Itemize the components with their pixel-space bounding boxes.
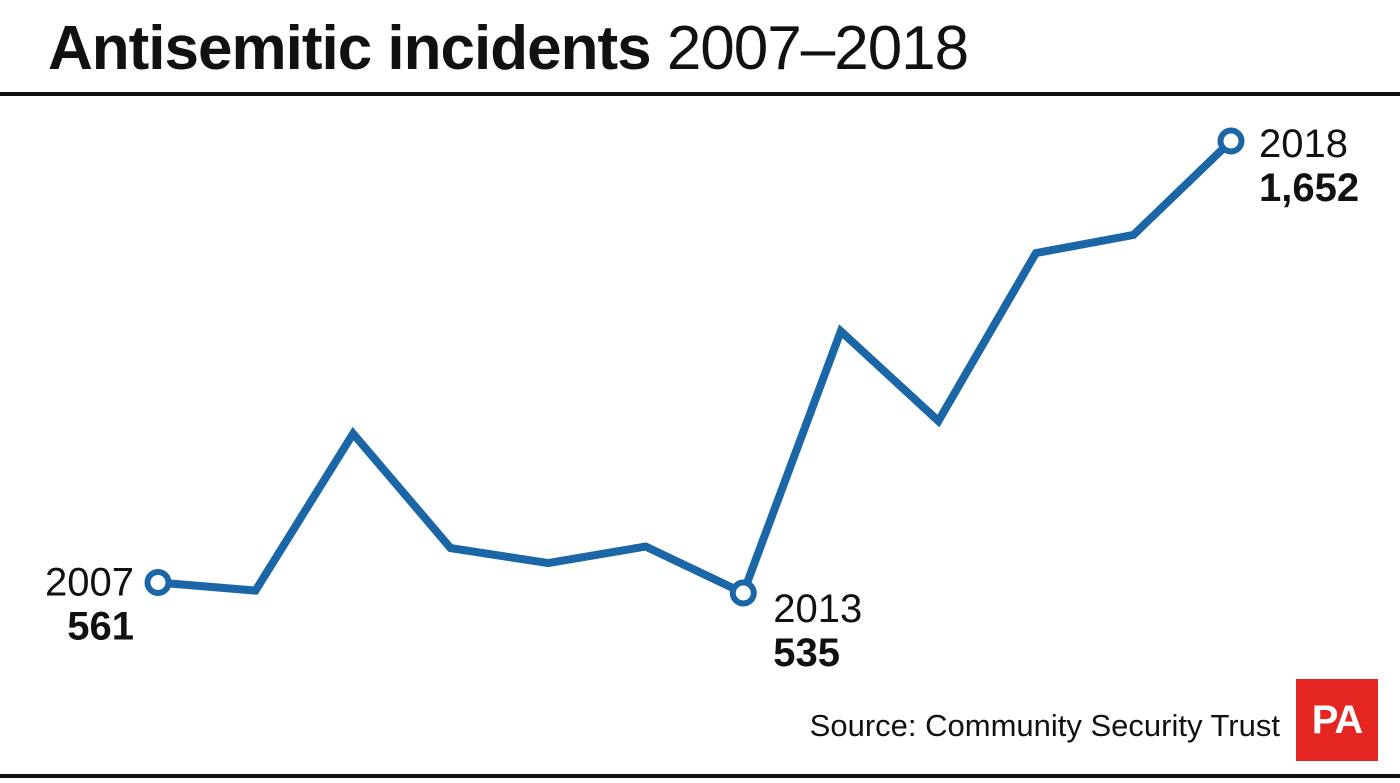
point-value-label: 561 — [67, 604, 134, 648]
point-year-label: 2018 — [1259, 122, 1348, 166]
point-value-label: 535 — [773, 631, 840, 675]
chart-title: Antisemitic incidents 2007–2018 — [48, 14, 969, 84]
chart-title-main: Antisemitic incidents — [48, 14, 652, 83]
point-year-label: 2007 — [45, 560, 134, 604]
data-point-2013 — [729, 579, 757, 607]
data-point-2007 — [144, 568, 172, 596]
source-note: Source: Community Security Trust — [809, 708, 1280, 743]
data-point-2018 — [1217, 127, 1245, 155]
point-value-label: 1,652 — [1259, 166, 1359, 210]
series-line — [157, 138, 1234, 599]
pa-logo-text: PA — [1311, 697, 1364, 742]
chart-title-years: 2007–2018 — [666, 14, 969, 83]
pa-logo: PA — [1296, 679, 1378, 761]
bottom-divider — [0, 774, 1400, 778]
top-divider — [0, 92, 1400, 96]
point-year-label: 2013 — [773, 587, 862, 631]
